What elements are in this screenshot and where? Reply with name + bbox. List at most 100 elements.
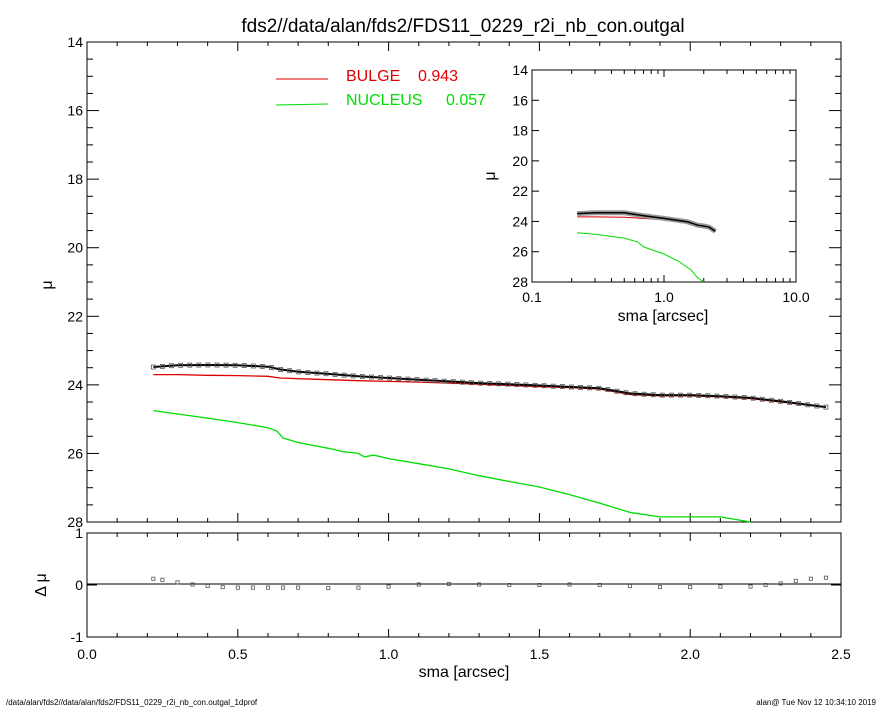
data-point: [150, 364, 156, 370]
data-point: [723, 394, 729, 399]
data-point: [459, 379, 465, 385]
x-tick-label: 1.5: [530, 646, 550, 662]
data-point: [169, 363, 174, 369]
data-point: [387, 375, 393, 381]
data-point: [632, 391, 638, 397]
residual-point: [446, 581, 451, 586]
series-line-model: [153, 363, 827, 409]
legend: BULGE 0.943 NUCLEUS 0.057: [275, 68, 486, 109]
inset-x-tick-label: 10.0: [782, 289, 809, 305]
inset-y-tick-label: 16: [512, 92, 528, 108]
data-point: [314, 370, 320, 376]
residual-y-tick-label: -1: [71, 629, 84, 645]
data-point: [196, 362, 202, 368]
data-point: [223, 362, 229, 368]
chart-title: fds2//data/alan/fds2/FDS11_0229_r2i_nb_c…: [241, 16, 684, 37]
data-point: [514, 382, 520, 387]
data-point: [578, 385, 583, 390]
data-point: [341, 372, 347, 378]
data-point: [450, 379, 456, 385]
residual-point: [416, 582, 421, 587]
inset-y-tick-label: 14: [512, 62, 528, 78]
residual-y-tick-label: 1: [75, 525, 83, 541]
main-panel: μ 14 16 18 20 22 24 26 28: [39, 34, 842, 530]
residual-plot-frame: [86, 532, 842, 638]
residual-point: [220, 585, 225, 590]
main-y-tick-label: 28: [67, 514, 83, 530]
residual-point: [567, 582, 572, 587]
legend-bulge-value: 0.943: [418, 68, 458, 85]
residual-point: [778, 581, 783, 586]
legend-bulge-label: BULGE: [346, 68, 400, 85]
residual-point: [235, 585, 240, 590]
data-point: [278, 367, 283, 372]
inset-series-line-model: [577, 212, 716, 232]
data-point: [250, 363, 256, 369]
inset-y-axis-label: μ: [482, 171, 499, 180]
inset-x-axis-label: sma [arcsec]: [618, 308, 709, 325]
residual-point: [808, 576, 813, 581]
residual-y-axis-label: Δ μ: [33, 573, 50, 596]
data-point: [323, 371, 329, 377]
inset-x-tick-label: 1.0: [654, 289, 674, 305]
inset-y-tick-label: 24: [512, 213, 528, 229]
data-point: [796, 401, 802, 407]
inset-series-line-nucleus: [577, 232, 704, 282]
inset-y-tick-label: 18: [512, 123, 528, 139]
footer-file-path: /data/alan/fds2//data/alan/fds2/FDS11_02…: [6, 698, 258, 707]
inset-panel: μ sma [arcsec] 0.1 1.0 10.0 14 16 18 20 22 24 26 2…: [482, 62, 810, 325]
data-point: [260, 364, 265, 369]
residual-point: [265, 585, 270, 590]
data-point: [378, 375, 383, 380]
data-point: [678, 392, 683, 398]
x-axis-label: sma [arcsec]: [419, 664, 510, 681]
data-point: [559, 384, 565, 389]
residual-point: [688, 585, 693, 590]
data-point: [532, 382, 538, 388]
main-y-tick-label: 14: [67, 34, 83, 50]
residual-point: [597, 583, 602, 588]
x-tick-label: 1.0: [379, 646, 399, 662]
data-point: [650, 392, 656, 398]
data-point: [741, 395, 747, 400]
data-point: [714, 393, 720, 399]
data-point: [350, 373, 356, 379]
x-tick-label: 2.0: [680, 646, 700, 662]
inset-y-tick-label: 22: [512, 183, 528, 199]
data-point: [669, 392, 674, 398]
inset-x-tick-label: 0.1: [522, 289, 542, 305]
residual-point: [823, 575, 828, 580]
residual-point: [507, 583, 512, 588]
data-point: [787, 400, 792, 405]
data-point: [469, 380, 474, 386]
data-point: [768, 397, 774, 403]
data-point: [505, 381, 511, 387]
data-point: [696, 393, 702, 398]
residual-point: [326, 586, 331, 591]
residual-point: [793, 578, 798, 583]
data-point: [750, 395, 756, 401]
inset-y-tick-label: 28: [512, 274, 528, 290]
data-point: [441, 378, 447, 384]
inset-y-tick-label: 20: [512, 153, 528, 169]
main-y-tick-label: 24: [67, 377, 83, 393]
data-point: [332, 372, 338, 377]
main-y-tick-label: 20: [67, 240, 83, 256]
data-point: [478, 380, 483, 386]
data-point: [614, 388, 620, 394]
data-point: [496, 381, 502, 387]
data-point: [287, 368, 293, 374]
data-point: [759, 396, 765, 402]
main-y-tick-label: 22: [67, 308, 83, 324]
data-point: [178, 362, 184, 368]
legend-nucleus-swatch: [275, 103, 329, 106]
data-point: [232, 362, 238, 368]
data-point: [541, 383, 547, 389]
data-point: [187, 362, 193, 368]
residual-point: [205, 584, 210, 589]
data-point: [405, 376, 411, 382]
data-point: [596, 385, 602, 391]
data-point: [705, 393, 711, 399]
residual-point: [386, 584, 391, 589]
